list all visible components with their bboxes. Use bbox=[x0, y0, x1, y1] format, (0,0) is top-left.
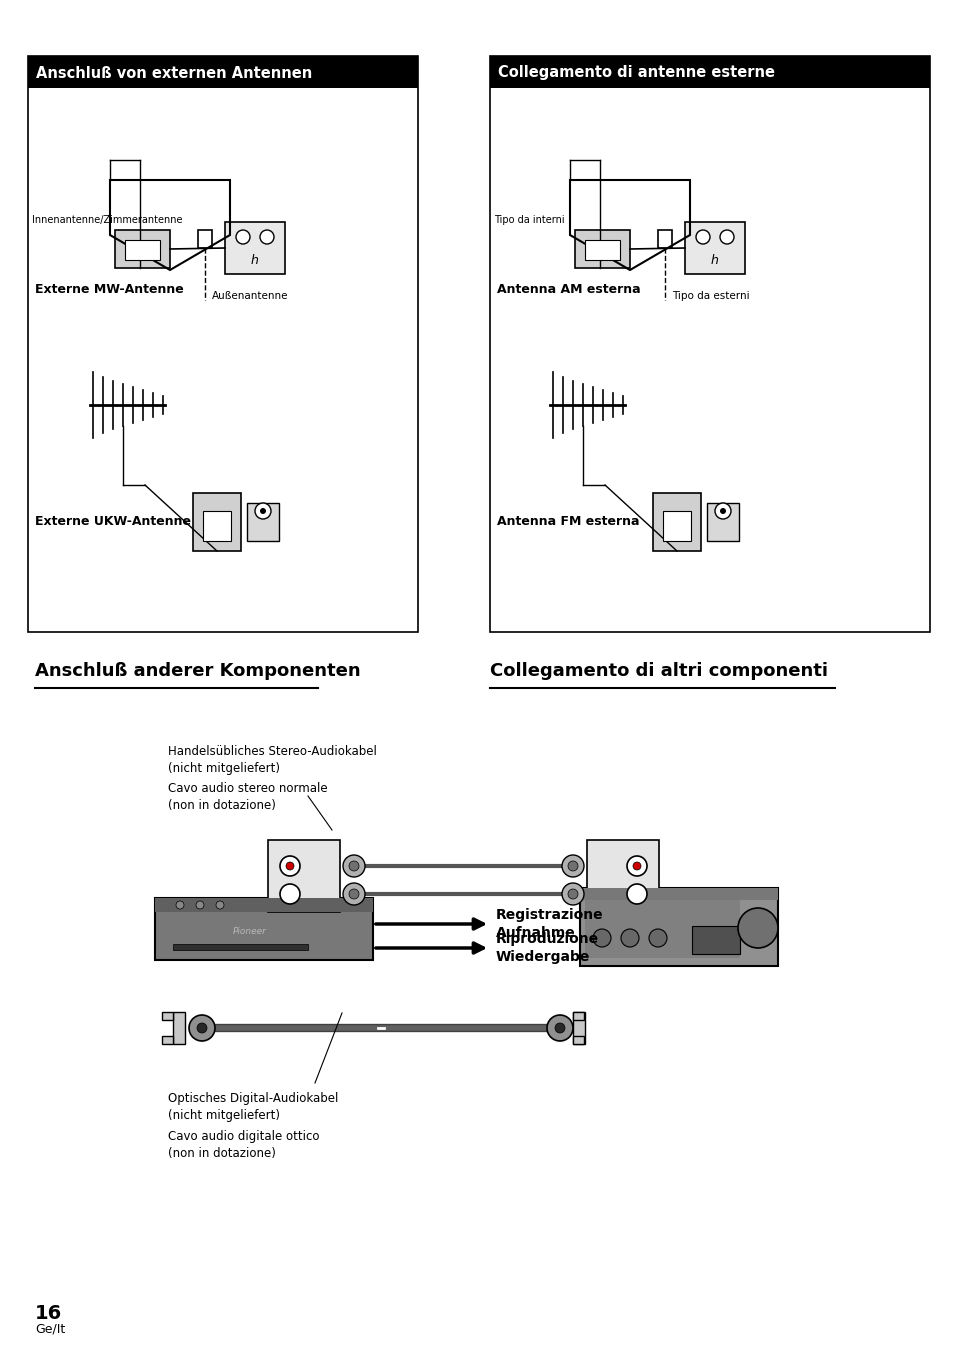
Circle shape bbox=[343, 855, 365, 878]
Bar bbox=[584, 896, 740, 958]
Bar bbox=[28, 57, 417, 88]
Circle shape bbox=[546, 1015, 573, 1041]
Text: Collegamento di altri componenti: Collegamento di altri componenti bbox=[490, 662, 827, 679]
Text: Collegamento di antenne esterne: Collegamento di antenne esterne bbox=[497, 66, 774, 81]
Text: Außenantenne: Außenantenne bbox=[212, 291, 288, 301]
Bar bbox=[652, 493, 700, 551]
Circle shape bbox=[189, 1015, 214, 1041]
Bar bbox=[662, 511, 690, 541]
Bar bbox=[154, 898, 373, 960]
Circle shape bbox=[260, 508, 266, 514]
Text: Aufnahme: Aufnahme bbox=[496, 926, 576, 940]
Circle shape bbox=[561, 855, 583, 878]
Text: 16: 16 bbox=[35, 1304, 62, 1322]
Bar bbox=[586, 840, 659, 913]
Bar bbox=[579, 888, 778, 967]
Circle shape bbox=[280, 856, 299, 876]
Bar bbox=[28, 57, 417, 632]
Bar bbox=[225, 222, 285, 274]
Text: Ge/It: Ge/It bbox=[35, 1322, 65, 1335]
Circle shape bbox=[714, 503, 730, 519]
Circle shape bbox=[175, 900, 184, 909]
Text: Optisches Digital-Audiokabel: Optisches Digital-Audiokabel bbox=[168, 1092, 338, 1105]
Bar bbox=[203, 511, 231, 541]
Bar bbox=[573, 1012, 583, 1020]
Bar bbox=[154, 898, 373, 913]
Circle shape bbox=[620, 929, 639, 948]
Circle shape bbox=[254, 503, 271, 519]
Circle shape bbox=[561, 883, 583, 905]
Bar bbox=[198, 231, 212, 248]
Text: Cavo audio stereo normale: Cavo audio stereo normale bbox=[168, 782, 327, 795]
Circle shape bbox=[720, 231, 733, 244]
Text: Registrazione: Registrazione bbox=[496, 909, 603, 922]
Circle shape bbox=[696, 231, 709, 244]
Text: Pioneer: Pioneer bbox=[233, 926, 267, 936]
Text: Handelsübliches Stereo-Audiokabel: Handelsübliches Stereo-Audiokabel bbox=[168, 745, 376, 758]
Bar bbox=[579, 888, 778, 900]
Circle shape bbox=[738, 909, 778, 948]
Circle shape bbox=[626, 856, 646, 876]
Bar bbox=[573, 1012, 584, 1043]
Circle shape bbox=[349, 861, 358, 871]
Text: Antenna FM esterna: Antenna FM esterna bbox=[497, 515, 639, 528]
Text: (nicht mitgeliefert): (nicht mitgeliefert) bbox=[168, 762, 280, 775]
Circle shape bbox=[567, 861, 578, 871]
Bar bbox=[490, 57, 929, 632]
Bar bbox=[584, 240, 619, 260]
Text: h: h bbox=[251, 253, 258, 267]
Text: (non in dotazione): (non in dotazione) bbox=[168, 1147, 275, 1161]
Circle shape bbox=[343, 883, 365, 905]
Circle shape bbox=[648, 929, 666, 948]
Circle shape bbox=[349, 888, 358, 899]
Circle shape bbox=[195, 900, 204, 909]
Bar bbox=[162, 1012, 172, 1020]
Bar bbox=[172, 944, 308, 950]
Bar bbox=[172, 1012, 185, 1043]
Text: Tipo da interni: Tipo da interni bbox=[494, 214, 564, 225]
Text: Externe MW-Antenne: Externe MW-Antenne bbox=[35, 283, 184, 297]
Bar bbox=[706, 503, 739, 541]
Circle shape bbox=[235, 231, 250, 244]
Circle shape bbox=[567, 888, 578, 899]
Bar bbox=[573, 1037, 583, 1043]
Circle shape bbox=[555, 1023, 564, 1033]
Bar bbox=[268, 840, 339, 913]
Text: Antenna AM esterna: Antenna AM esterna bbox=[497, 283, 640, 297]
Bar bbox=[115, 231, 170, 268]
Circle shape bbox=[626, 884, 646, 905]
Circle shape bbox=[286, 861, 294, 869]
Bar bbox=[684, 222, 744, 274]
Circle shape bbox=[280, 884, 299, 905]
Circle shape bbox=[260, 231, 274, 244]
Text: Tipo da esterni: Tipo da esterni bbox=[671, 291, 749, 301]
Text: Cavo audio digitale ottico: Cavo audio digitale ottico bbox=[168, 1130, 319, 1143]
Bar bbox=[247, 503, 278, 541]
Circle shape bbox=[196, 1023, 207, 1033]
Text: h: h bbox=[710, 253, 719, 267]
Text: Anschluß anderer Komponenten: Anschluß anderer Komponenten bbox=[35, 662, 360, 679]
Text: (non in dotazione): (non in dotazione) bbox=[168, 799, 275, 811]
Bar bbox=[658, 231, 671, 248]
Bar bbox=[490, 57, 929, 88]
Bar bbox=[125, 240, 160, 260]
Bar bbox=[691, 926, 740, 954]
Text: Anschluß von externen Antennen: Anschluß von externen Antennen bbox=[36, 66, 312, 81]
Text: (nicht mitgeliefert): (nicht mitgeliefert) bbox=[168, 1109, 280, 1122]
Text: Innenantenne/Zimmerantenne: Innenantenne/Zimmerantenne bbox=[32, 214, 182, 225]
Text: Riproduzione: Riproduzione bbox=[496, 931, 598, 946]
Bar bbox=[193, 493, 241, 551]
Bar bbox=[162, 1037, 172, 1043]
Circle shape bbox=[215, 900, 224, 909]
Text: Externe UKW-Antenne: Externe UKW-Antenne bbox=[35, 515, 191, 528]
Text: Wiedergabe: Wiedergabe bbox=[496, 950, 590, 964]
Bar bbox=[575, 231, 629, 268]
Circle shape bbox=[720, 508, 725, 514]
Circle shape bbox=[593, 929, 610, 948]
Circle shape bbox=[633, 861, 640, 869]
